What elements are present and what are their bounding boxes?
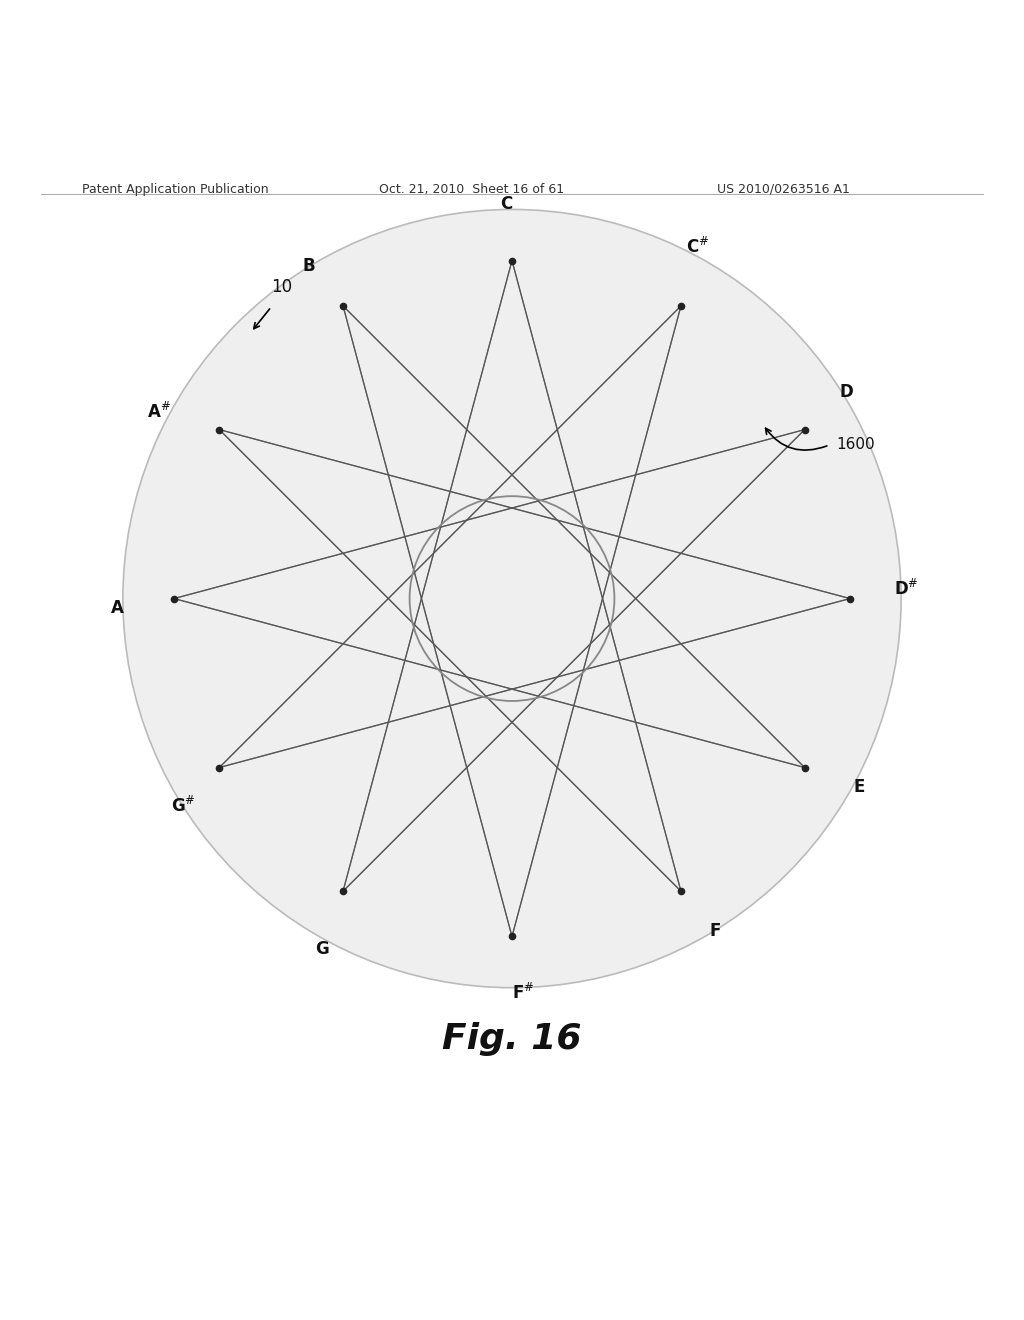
Text: A$^{\#}$: A$^{\#}$: [146, 401, 171, 421]
Text: E: E: [853, 777, 865, 796]
Text: F: F: [710, 921, 721, 940]
Text: B: B: [302, 257, 314, 275]
Text: G$^{\#}$: G$^{\#}$: [171, 796, 196, 816]
Text: F$^{\#}$: F$^{\#}$: [512, 983, 535, 1003]
Text: D: D: [840, 383, 853, 401]
Text: A: A: [112, 598, 124, 616]
Circle shape: [123, 210, 901, 987]
Text: D$^{\#}$: D$^{\#}$: [894, 578, 919, 598]
Text: Fig. 16: Fig. 16: [442, 1022, 582, 1056]
Text: 10: 10: [271, 279, 293, 297]
Text: C: C: [500, 195, 512, 214]
Text: C$^{\#}$: C$^{\#}$: [686, 238, 710, 257]
Text: US 2010/0263516 A1: US 2010/0263516 A1: [717, 182, 850, 195]
Text: G: G: [315, 940, 329, 958]
Text: 1600: 1600: [837, 437, 876, 453]
Text: Patent Application Publication: Patent Application Publication: [82, 182, 268, 195]
Text: Oct. 21, 2010  Sheet 16 of 61: Oct. 21, 2010 Sheet 16 of 61: [379, 182, 564, 195]
